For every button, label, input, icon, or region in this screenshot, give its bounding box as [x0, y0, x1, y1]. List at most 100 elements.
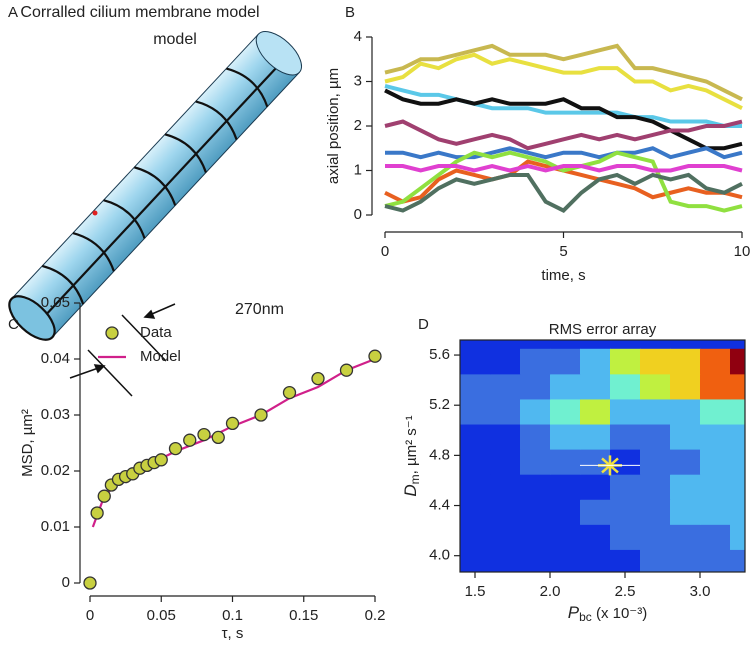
contour-cell — [520, 373, 551, 400]
contour-cell — [520, 424, 551, 450]
contour-cell — [730, 499, 745, 525]
model-line — [91, 357, 376, 528]
legend-label: Model — [140, 348, 181, 365]
x-axis-label: time, s — [541, 267, 585, 284]
contour-cell — [730, 348, 745, 375]
contour-cell — [610, 549, 641, 572]
x-tick-label: 0.1 — [222, 607, 243, 624]
data-point — [197, 427, 211, 442]
contour-cell — [580, 499, 611, 525]
contour-cell — [460, 549, 491, 572]
contour-cell — [460, 474, 491, 500]
contour-cell — [610, 424, 641, 450]
x-tick-label: 5 — [559, 243, 567, 260]
y-axis-label: MSD, µm² — [19, 409, 36, 477]
contour-cell — [580, 549, 611, 572]
contour-cell — [520, 474, 551, 500]
data-point — [154, 453, 168, 467]
x-label-unit: (x 10⁻³) — [592, 605, 647, 622]
trajectory — [385, 146, 743, 160]
spacing-arrows — [69, 303, 176, 397]
panel-label: A — [8, 4, 18, 21]
contour-cell — [670, 449, 701, 475]
contour-cell — [640, 524, 671, 550]
trajectory — [384, 172, 743, 213]
y-label-sub: m — [408, 474, 422, 484]
x-label-sub: bc — [579, 610, 592, 624]
trajectory — [384, 150, 743, 213]
contour-cell — [550, 348, 581, 375]
contour-cell — [490, 398, 521, 425]
best-fit-marker — [580, 455, 640, 476]
y-tick-label: 4 — [354, 28, 362, 45]
x-axis-label: Pbc (x 10⁻³) — [568, 603, 647, 624]
data-point — [183, 433, 197, 447]
contour-cell — [460, 348, 491, 375]
y-tick-label: 0 — [354, 206, 362, 223]
x-tick-label: 0 — [381, 243, 389, 260]
contour-cell — [550, 524, 581, 550]
contour-cell — [670, 348, 701, 375]
contour-cell — [730, 449, 745, 475]
x-tick-label: 2.0 — [540, 583, 561, 600]
panel-label: C — [8, 316, 19, 333]
y-tick-label: 5.2 — [429, 396, 450, 413]
contour-cell — [460, 424, 491, 450]
contour-cell — [460, 449, 491, 475]
panel-title: RMS error array — [549, 321, 657, 338]
x-tick-label: 3.0 — [690, 583, 711, 600]
data-point — [90, 506, 104, 520]
contour-cell — [550, 449, 581, 475]
contour-cell — [490, 474, 521, 500]
legend-label: Data — [140, 324, 172, 341]
contour-cell — [550, 499, 581, 525]
x-label-main: P — [568, 603, 580, 622]
contour-cell — [700, 424, 731, 450]
contour-cell — [730, 474, 745, 500]
cilium-cylinder — [8, 31, 302, 341]
contour-cell — [730, 398, 745, 425]
contour-cell — [730, 549, 745, 572]
diagram-title-cont: model — [153, 31, 197, 48]
contour-cell — [520, 398, 551, 425]
data-point — [254, 408, 268, 422]
y-tick-label: 4.0 — [429, 547, 450, 564]
contour-cell — [520, 449, 551, 475]
y-label-main: D — [401, 484, 420, 496]
data-point — [339, 363, 354, 377]
contour-cell — [640, 549, 671, 572]
x-tick-label: 2.5 — [615, 583, 636, 600]
x-tick-label: 1.5 — [465, 583, 486, 600]
y-tick-label: 0.03 — [41, 406, 70, 423]
y-tick-label: 4.8 — [429, 446, 450, 463]
contour-cell — [610, 398, 641, 425]
data-point — [311, 371, 325, 386]
data-point — [282, 385, 297, 400]
contour-cell — [490, 424, 521, 450]
contour-cell — [550, 373, 581, 400]
particle — [92, 210, 98, 216]
contour-cell — [490, 499, 521, 525]
contour-cell — [670, 499, 701, 525]
contour-cell — [610, 524, 641, 550]
trajectory — [384, 52, 743, 110]
contour-cell — [460, 524, 491, 550]
contour-cell — [700, 549, 731, 572]
y-tick-label: 0.02 — [41, 462, 70, 479]
plot-frame — [459, 339, 746, 573]
contour-cell — [550, 549, 581, 572]
contour-cell — [670, 373, 701, 400]
diagram-title: Corralled cilium membrane model — [20, 4, 259, 21]
x-tick-label: 0 — [86, 607, 94, 624]
y-tick-label: 0 — [62, 574, 70, 591]
data-point — [168, 441, 183, 456]
contour-cell — [730, 524, 745, 550]
contour-cell — [640, 424, 671, 450]
contour-cell — [490, 373, 521, 400]
contour-cell — [670, 474, 701, 500]
panel-label: B — [345, 4, 355, 21]
contour-cell — [580, 348, 611, 375]
panel-label: D — [418, 316, 429, 333]
contour-cell — [610, 348, 641, 375]
contour-cell — [490, 449, 521, 475]
